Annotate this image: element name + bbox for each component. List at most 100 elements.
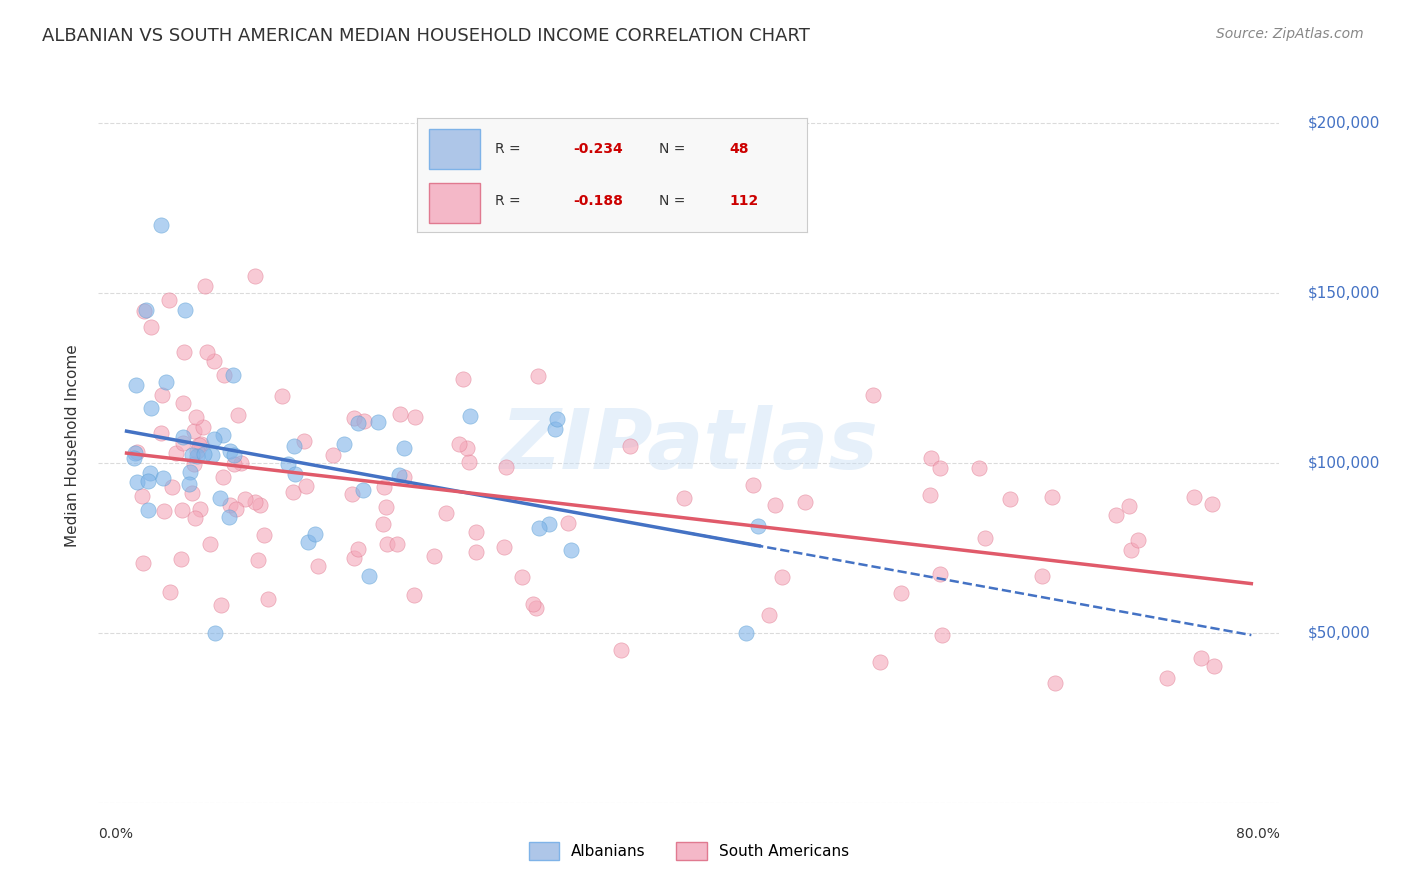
Point [343,550,366,565]
Point [160,480,183,494]
Point [357,569,380,583]
Point [1201,497,1223,511]
Text: $100,000: $100,000 [1308,456,1379,470]
Text: $150,000: $150,000 [1308,285,1379,301]
Point [918,488,941,502]
Point [194,279,217,293]
Point [434,506,457,520]
Point [184,409,207,424]
Point [235,492,257,507]
Point [190,436,212,450]
Point [307,559,329,574]
Point [159,584,181,599]
Text: Source: ZipAtlas.com: Source: ZipAtlas.com [1216,27,1364,41]
Point [1043,675,1066,690]
Point [180,449,202,463]
Point [392,469,415,483]
Point [222,458,245,472]
Point [557,516,579,531]
Point [281,485,304,500]
Point [464,524,486,539]
Point [172,430,194,444]
Point [173,344,195,359]
Point [367,415,389,429]
Point [1031,569,1053,583]
Point [193,447,215,461]
Point [201,448,224,462]
Point [1105,508,1128,523]
Text: $200,000: $200,000 [1308,116,1379,131]
Point [304,527,326,541]
Point [333,437,356,451]
Point [172,396,194,410]
Point [456,442,478,456]
Point [451,372,474,386]
Point [374,500,396,514]
Point [188,501,211,516]
Point [225,502,247,516]
Point [294,479,316,493]
Point [388,407,411,421]
Point [404,409,426,424]
Point [388,467,411,482]
Point [772,570,794,584]
Point [343,411,366,425]
Point [869,655,891,669]
Point [125,377,148,392]
Point [920,450,942,465]
Point [155,376,177,390]
Point [292,434,315,448]
Point [510,570,533,584]
Point [141,320,163,334]
Point [373,480,395,494]
Point [184,511,207,525]
Point [458,409,481,424]
Text: 0.0%: 0.0% [98,827,134,841]
Point [347,542,370,557]
Point [392,441,415,455]
Point [340,486,363,500]
Point [1118,500,1140,514]
Point [243,269,266,284]
Point [243,495,266,509]
Point [139,466,162,480]
Point [256,591,278,606]
Point [122,450,145,465]
Point [747,519,769,533]
Point [181,485,204,500]
Point [177,476,200,491]
Point [1202,659,1225,673]
Point [212,428,235,442]
Point [1119,543,1142,558]
Point [352,483,374,498]
Text: ZIPatlas: ZIPatlas [501,406,877,486]
Point [495,460,517,475]
Point [249,498,271,512]
Point [1156,671,1178,685]
Point [741,478,763,492]
Point [283,439,305,453]
Point [522,597,544,611]
Point [150,387,173,401]
Point [1040,491,1063,505]
Point [127,475,149,489]
Point [277,457,299,471]
Point [139,401,162,415]
Point [186,443,208,458]
Point [458,455,481,469]
Point [862,388,884,402]
Text: $50,000: $50,000 [1308,625,1371,640]
Point [931,628,953,642]
Point [423,549,446,563]
Point [353,414,375,428]
Point [322,448,344,462]
Point [619,439,641,453]
Point [794,495,817,509]
Point [527,521,550,535]
Point [449,436,471,450]
Point [153,504,176,518]
Point [890,586,912,600]
Point [159,293,181,307]
Point [375,537,398,551]
Point [202,354,225,368]
